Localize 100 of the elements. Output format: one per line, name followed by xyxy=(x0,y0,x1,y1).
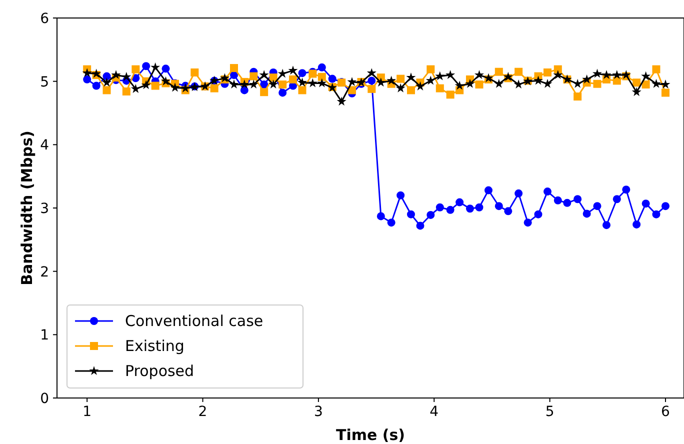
y-tick-label: 0 xyxy=(40,391,49,407)
point xyxy=(82,68,92,78)
point xyxy=(514,68,523,76)
point xyxy=(632,78,641,87)
point xyxy=(259,70,269,80)
point xyxy=(504,207,512,216)
point xyxy=(102,78,112,87)
point xyxy=(190,68,199,76)
point xyxy=(652,210,660,218)
legend-label: Proposed xyxy=(125,362,194,380)
legend-label: Existing xyxy=(125,337,184,355)
point xyxy=(494,68,503,76)
y-axis-title: Bandwidth (Mbps) xyxy=(18,130,36,286)
point xyxy=(641,71,651,80)
point xyxy=(376,78,386,87)
point xyxy=(632,87,642,96)
point xyxy=(543,188,552,196)
point xyxy=(250,72,258,80)
point xyxy=(268,80,278,89)
point xyxy=(229,80,239,89)
point xyxy=(416,222,424,230)
point xyxy=(132,65,140,74)
point xyxy=(534,210,542,218)
point xyxy=(387,218,396,227)
point xyxy=(593,202,602,210)
y-tick-label: 3 xyxy=(40,201,49,217)
point xyxy=(368,84,376,93)
point xyxy=(651,78,661,88)
point xyxy=(661,88,670,97)
point xyxy=(260,88,268,96)
point xyxy=(406,210,415,218)
x-tick-label: 2 xyxy=(198,404,208,420)
point xyxy=(348,86,356,94)
point xyxy=(111,70,121,80)
point xyxy=(446,90,454,99)
point xyxy=(426,210,435,219)
point xyxy=(386,76,396,85)
point xyxy=(406,72,416,82)
point xyxy=(308,78,318,88)
point xyxy=(494,202,503,210)
point xyxy=(661,202,670,210)
point xyxy=(642,200,650,208)
point xyxy=(366,68,376,78)
point xyxy=(298,86,306,94)
point xyxy=(122,72,132,81)
point xyxy=(612,195,621,204)
point xyxy=(622,186,630,194)
point xyxy=(582,210,591,218)
point xyxy=(368,76,376,85)
point xyxy=(446,206,454,214)
x-tick-label: 6 xyxy=(661,404,670,420)
point xyxy=(415,81,425,90)
point xyxy=(396,83,406,92)
point xyxy=(230,64,238,72)
point xyxy=(436,203,444,212)
point xyxy=(554,196,562,204)
point xyxy=(248,80,258,89)
point xyxy=(524,218,532,227)
point xyxy=(122,87,130,96)
point xyxy=(642,80,650,88)
point xyxy=(612,70,622,80)
point xyxy=(130,84,140,93)
point xyxy=(543,68,552,76)
point xyxy=(456,198,464,206)
y-tick-label: 6 xyxy=(40,11,50,27)
point xyxy=(347,76,357,86)
point xyxy=(92,68,102,78)
point xyxy=(436,84,444,92)
point xyxy=(426,65,435,74)
point xyxy=(574,195,582,204)
point xyxy=(582,74,592,84)
point xyxy=(396,74,405,83)
y-tick-label: 1 xyxy=(40,328,49,344)
point xyxy=(494,78,504,88)
point xyxy=(484,186,492,194)
point xyxy=(317,78,327,88)
point xyxy=(151,82,160,90)
point xyxy=(446,70,456,80)
point xyxy=(533,76,543,85)
point xyxy=(240,80,250,89)
point xyxy=(170,82,180,92)
legend-label: Conventional case xyxy=(125,312,264,330)
point xyxy=(278,88,287,97)
point xyxy=(542,78,552,88)
point xyxy=(162,64,170,73)
point xyxy=(503,72,513,81)
point xyxy=(474,70,484,80)
y-tick-label: 5 xyxy=(40,74,49,90)
y-tick-label: 2 xyxy=(40,264,49,280)
point xyxy=(466,204,474,213)
point xyxy=(593,80,602,88)
point xyxy=(210,84,218,92)
point xyxy=(602,70,612,80)
point xyxy=(260,80,268,88)
point xyxy=(592,68,602,78)
point xyxy=(150,62,160,72)
point xyxy=(102,72,111,80)
point xyxy=(554,65,562,74)
point xyxy=(92,82,100,90)
point xyxy=(572,78,582,88)
